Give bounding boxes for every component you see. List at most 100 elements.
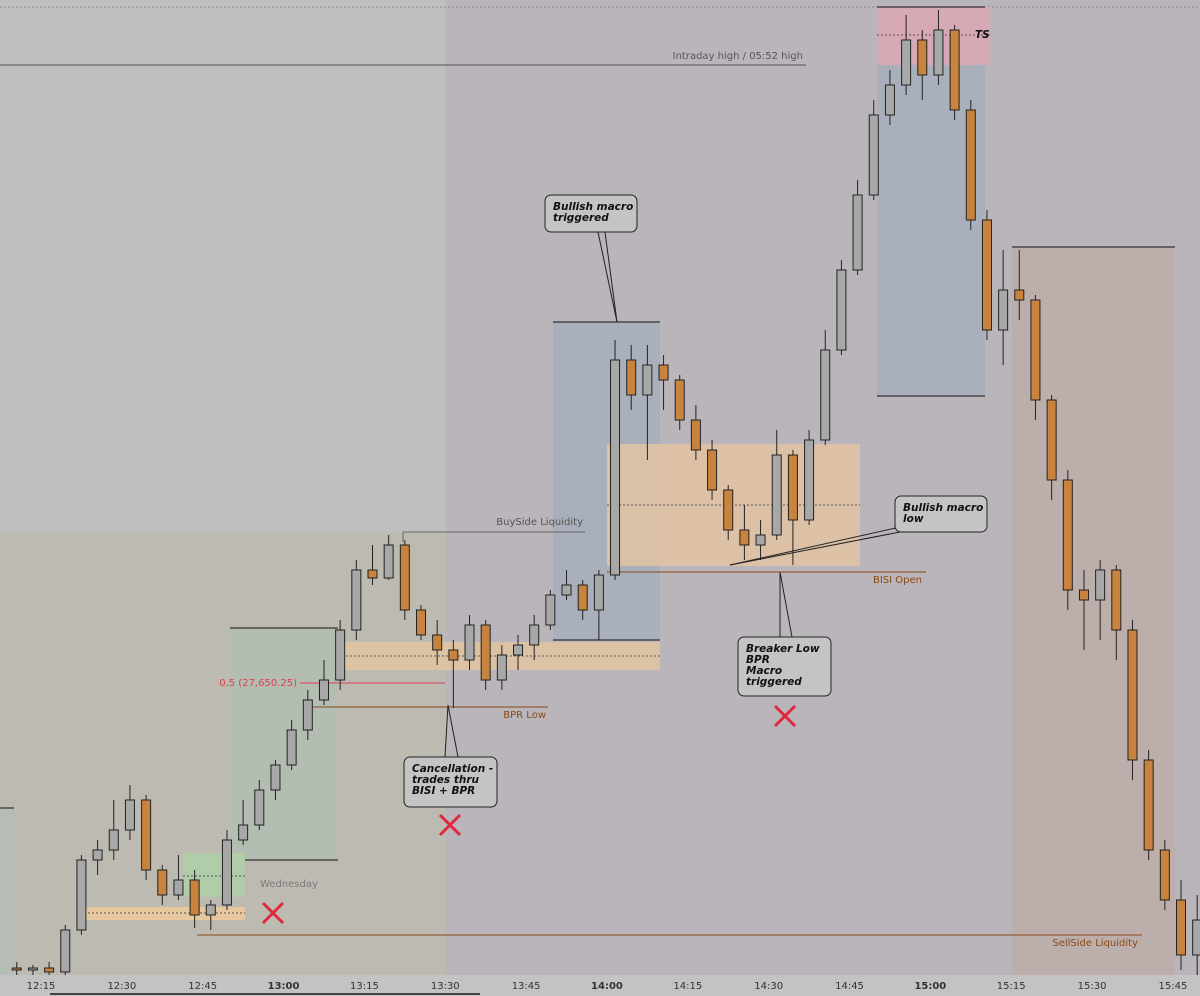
x-tick-label: 12:15 (27, 981, 56, 992)
candle-body (496, 654, 507, 681)
x-tick-label: 14:15 (673, 981, 702, 992)
candles (11, 10, 1200, 975)
candle-body (804, 439, 815, 521)
candle-body (577, 584, 588, 611)
candle-body (286, 729, 297, 766)
callout-text: Bullish macro (553, 201, 633, 213)
candle-body (513, 644, 524, 656)
candle-body (561, 584, 572, 596)
callout-text: BPR (746, 654, 770, 666)
candle-body (76, 859, 87, 931)
callout-text: triggered (553, 212, 609, 224)
candle-body (92, 849, 103, 861)
candle-body (11, 967, 22, 971)
candle-body (1192, 919, 1200, 956)
candle-body (1095, 569, 1106, 601)
candle-body (933, 29, 944, 76)
callout-text: triggered (746, 676, 802, 688)
x-tick-label: 14:00 (591, 981, 623, 992)
candle-body (965, 109, 976, 221)
candle-body (949, 29, 960, 111)
cross-marks (261, 704, 797, 925)
x-tick-label: 15:15 (997, 981, 1026, 992)
candle-body (642, 364, 653, 396)
candle-body (1062, 479, 1073, 591)
candle-body (157, 869, 168, 896)
candle-body (367, 569, 378, 579)
levels: Intraday high / 05:52 high BuySide Liquid… (0, 51, 1142, 949)
candle-body (658, 364, 669, 381)
candle-body (1127, 629, 1138, 761)
candle-body (626, 359, 637, 396)
candle-body (318, 679, 329, 701)
candle-body (1030, 299, 1041, 401)
candle-body (901, 39, 912, 86)
callout-text: trades thru (412, 774, 479, 786)
callout-text: Breaker Low (746, 643, 820, 655)
x-tick-label: 15:45 (1158, 981, 1187, 992)
candle-body (545, 594, 556, 626)
callout-box (894, 495, 988, 533)
candle-body (1175, 899, 1186, 956)
candle-body (60, 929, 71, 973)
x-tick-label: 12:45 (188, 981, 217, 992)
candle-body (998, 289, 1009, 331)
candle-body (44, 967, 55, 973)
level-label: Intraday high / 05:52 high (673, 51, 803, 62)
candle-body (27, 967, 38, 971)
candle-body (674, 379, 685, 421)
candle-body (432, 634, 443, 651)
candle-body (221, 839, 232, 906)
candle-body (302, 699, 313, 731)
callout-text: Bullish macro (903, 502, 983, 514)
candle-body (529, 624, 540, 646)
candle-body (852, 194, 863, 271)
candle-body (593, 574, 604, 611)
x-tick-label: 14:45 (835, 981, 864, 992)
candle-body (755, 534, 766, 546)
candle-body (1046, 399, 1057, 481)
candle-body (1111, 569, 1122, 631)
candle-body (690, 419, 701, 451)
candle-body (820, 349, 831, 441)
candle-body (739, 529, 750, 546)
candle-body (836, 269, 847, 351)
x-tick-label: 15:00 (914, 981, 946, 992)
candle-body (1078, 589, 1089, 601)
candle-body (981, 219, 992, 331)
candle-body (124, 799, 135, 831)
candle-body (917, 39, 928, 76)
callout-text: Macro (746, 665, 782, 677)
candle-body (1159, 849, 1170, 901)
callout-box (544, 194, 638, 233)
candle-body (270, 764, 281, 791)
callout-text: Cancellation - (412, 763, 493, 775)
x-tick-label: 13:00 (268, 981, 300, 992)
candle-body (464, 624, 475, 661)
candle-body (205, 904, 216, 916)
zone-label: TS (975, 29, 990, 41)
x-tick-label: 12:30 (107, 981, 136, 992)
x-tick-label: 13:30 (431, 981, 460, 992)
x-tick-label: 15:30 (1078, 981, 1107, 992)
day-label: Wednesday (260, 879, 318, 890)
callout-text: BISI + BPR (412, 785, 475, 797)
candle-body (416, 609, 426, 636)
callout-box (403, 756, 498, 808)
level-label: BISI Open (873, 575, 922, 586)
candle-body (335, 629, 346, 681)
candle-body (787, 454, 798, 521)
candle-body (399, 544, 410, 611)
candle-body (771, 454, 782, 536)
level-label: BuySide Liquidity (496, 517, 583, 528)
callout-text: low (903, 513, 924, 525)
candle-body (173, 879, 184, 896)
candle-body (238, 824, 249, 841)
candle-body (723, 489, 734, 531)
candle-body (707, 449, 718, 491)
candle-body (383, 544, 394, 579)
candle-body (108, 829, 119, 851)
level-label: 0.5 (27,650.25) (219, 678, 297, 689)
level-label: SellSide Liquidity (1052, 938, 1138, 949)
